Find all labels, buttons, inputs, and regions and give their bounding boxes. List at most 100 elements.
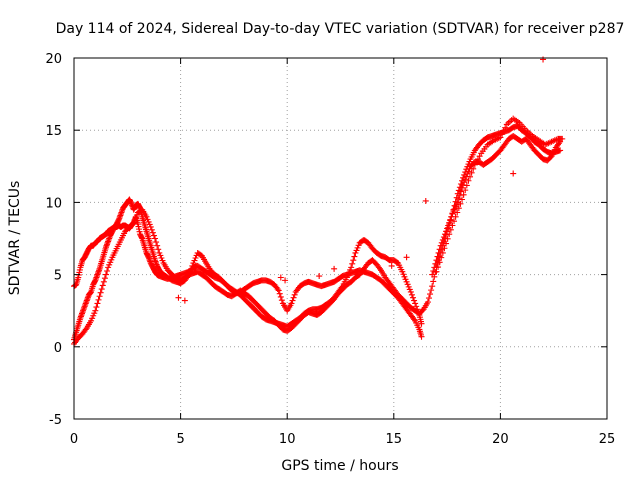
data-point bbox=[433, 257, 440, 264]
data-point bbox=[468, 169, 475, 176]
data-point bbox=[98, 286, 105, 293]
data-point bbox=[557, 147, 564, 154]
data-point bbox=[435, 264, 442, 271]
data-point bbox=[436, 259, 443, 266]
data-point bbox=[277, 293, 284, 300]
data-point bbox=[93, 304, 100, 311]
data-point bbox=[440, 234, 447, 241]
data-point bbox=[437, 242, 444, 249]
data-point bbox=[290, 294, 297, 301]
data-point bbox=[189, 262, 196, 269]
data-point bbox=[463, 182, 470, 189]
data-point bbox=[470, 165, 477, 172]
data-point bbox=[411, 316, 418, 323]
series-track-3 bbox=[71, 122, 564, 347]
x-tick-labels: 0 5 10 15 20 25 bbox=[70, 432, 615, 447]
x-axis-label: GPS time / hours bbox=[281, 458, 398, 474]
data-point bbox=[277, 274, 284, 281]
data-point bbox=[409, 294, 416, 301]
data-point bbox=[278, 297, 285, 304]
data-point bbox=[446, 219, 453, 226]
data-point bbox=[439, 249, 446, 256]
data-point bbox=[441, 245, 448, 252]
data-point bbox=[559, 135, 566, 142]
data-point bbox=[175, 294, 182, 301]
data-point bbox=[452, 213, 459, 220]
data-point bbox=[424, 299, 431, 306]
data-point bbox=[181, 297, 188, 304]
y-tick-label: 20 bbox=[45, 52, 62, 67]
data-point bbox=[462, 176, 469, 183]
data-point bbox=[408, 291, 415, 298]
axis-ticks bbox=[73, 57, 608, 420]
y-tick-label: 10 bbox=[45, 196, 62, 211]
data-point bbox=[454, 199, 461, 206]
data-point bbox=[291, 291, 298, 298]
y-tick-label: 15 bbox=[45, 124, 62, 139]
chart-title: Day 114 of 2024, Sidereal Day-to-day VTE… bbox=[56, 21, 625, 37]
data-point bbox=[99, 282, 106, 289]
data-point bbox=[540, 56, 547, 63]
data-point bbox=[449, 210, 456, 217]
data-point bbox=[430, 267, 437, 274]
data-point bbox=[449, 222, 456, 229]
data-point bbox=[155, 246, 162, 253]
x-tick-label: 10 bbox=[279, 432, 296, 447]
data-point bbox=[149, 229, 156, 236]
data-point bbox=[454, 209, 461, 216]
data-point bbox=[459, 184, 466, 191]
data-point bbox=[376, 265, 383, 272]
data-point bbox=[439, 236, 446, 243]
x-tick-label: 5 bbox=[176, 432, 184, 447]
y-tick-label: -5 bbox=[49, 413, 62, 428]
data-point bbox=[289, 297, 296, 304]
data-point bbox=[154, 242, 161, 249]
data-point bbox=[102, 271, 109, 278]
data-point bbox=[95, 296, 102, 303]
series-track-5 bbox=[433, 115, 566, 275]
data-point bbox=[443, 228, 450, 235]
data-point bbox=[430, 278, 437, 285]
data-point bbox=[94, 300, 101, 307]
data-point bbox=[461, 179, 468, 186]
data-point bbox=[350, 257, 357, 264]
data-point bbox=[418, 320, 425, 327]
data-point bbox=[422, 197, 429, 204]
data-point bbox=[457, 200, 464, 207]
data-point bbox=[100, 278, 107, 285]
data-point bbox=[152, 235, 159, 242]
data-point bbox=[444, 225, 451, 232]
data-point bbox=[429, 283, 436, 290]
data-point bbox=[276, 290, 283, 297]
data-point bbox=[92, 307, 99, 314]
data-point bbox=[288, 300, 295, 307]
data-point bbox=[443, 240, 450, 247]
data-point bbox=[427, 291, 434, 298]
data-point bbox=[498, 131, 505, 138]
plot-frame bbox=[73, 57, 608, 420]
data-point bbox=[412, 300, 419, 307]
data-point bbox=[411, 297, 418, 304]
data-point bbox=[502, 124, 509, 131]
data-point bbox=[153, 239, 160, 246]
data-point bbox=[438, 239, 445, 246]
data-point bbox=[455, 205, 462, 212]
data-point bbox=[447, 216, 454, 223]
data-point bbox=[457, 188, 464, 195]
y-axis-label: SDTVAR / TECUs bbox=[7, 181, 23, 296]
x-tick-label: 0 bbox=[70, 432, 78, 447]
data-point bbox=[275, 287, 282, 294]
data-point bbox=[331, 265, 338, 272]
y-tick-label: 0 bbox=[54, 341, 62, 356]
data-point bbox=[510, 170, 517, 177]
data-point bbox=[129, 220, 136, 227]
data-point bbox=[407, 288, 414, 295]
data-point bbox=[459, 196, 466, 203]
data-point bbox=[348, 264, 355, 271]
data-point bbox=[462, 187, 469, 194]
data-point bbox=[104, 267, 111, 274]
data-point bbox=[403, 254, 410, 261]
x-tick-label: 25 bbox=[599, 432, 616, 447]
